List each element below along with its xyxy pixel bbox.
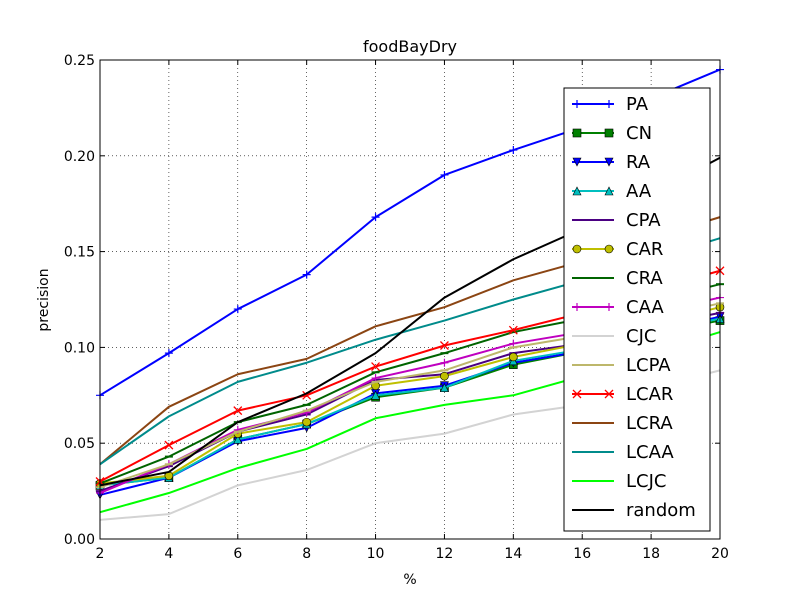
data-point <box>508 325 518 335</box>
data-point <box>233 434 243 444</box>
legend-label: random <box>626 500 696 521</box>
legend-label: LCAA <box>626 442 674 463</box>
data-point <box>572 157 582 167</box>
legend-entry: LCAR <box>572 384 673 405</box>
data-point <box>439 341 449 350</box>
y-tick-label: 0.00 <box>64 532 95 548</box>
data-point <box>302 417 311 427</box>
y-tick-label: 0.10 <box>64 340 95 356</box>
legend-label: LCAR <box>626 384 673 405</box>
legend-label: CPA <box>626 210 661 231</box>
y-axis-label: precision <box>36 268 52 331</box>
data-point <box>604 244 614 254</box>
legend-label: CAA <box>626 297 664 318</box>
x-tick-label: 8 <box>302 546 311 562</box>
legend-label: PA <box>626 94 649 115</box>
y-tick-label: 0.20 <box>64 149 95 165</box>
y-tick-label: 0.15 <box>64 245 95 261</box>
legend-entry: CRA <box>572 268 663 289</box>
data-point <box>573 100 581 108</box>
y-tick-label: 0.25 <box>64 53 95 69</box>
legend-label: LCRA <box>626 413 673 434</box>
data-point <box>572 389 582 399</box>
legend-entry: CPA <box>572 210 661 231</box>
data-point <box>509 146 518 155</box>
x-axis-label: % <box>403 572 416 588</box>
legend-entry: LCRA <box>572 413 673 434</box>
data-point <box>604 128 614 138</box>
x-tick-label: 14 <box>504 546 522 562</box>
legend-label: LCJC <box>626 471 666 492</box>
x-tick-label: 4 <box>164 546 173 562</box>
x-tick-label: 10 <box>367 546 385 562</box>
legend-entry: AA <box>572 181 652 202</box>
data-point <box>573 303 581 311</box>
data-point <box>572 186 582 196</box>
data-point <box>440 170 449 179</box>
data-point <box>440 371 449 381</box>
data-point <box>371 362 381 372</box>
chart-title: foodBayDry <box>363 37 457 56</box>
legend-label: AA <box>626 181 652 202</box>
data-point <box>509 339 518 348</box>
x-tick-label: 6 <box>233 546 242 562</box>
data-point <box>371 374 380 383</box>
data-point <box>604 157 614 167</box>
data-point <box>509 352 518 362</box>
data-point <box>439 382 449 392</box>
legend: PA CN RA AA CPA CAR CRA CAA CJC LCPA LCAR LCRA LCAA L… <box>563 87 711 532</box>
x-tick-label: 18 <box>642 546 660 562</box>
data-point <box>605 100 613 108</box>
x-tick-label: 16 <box>573 546 591 562</box>
legend-label: RA <box>626 152 651 173</box>
legend-entry: LCAA <box>572 442 674 463</box>
legend-entry: random <box>572 500 696 521</box>
data-point <box>604 389 614 399</box>
legend-label: CRA <box>626 268 663 289</box>
data-point <box>302 270 311 279</box>
data-point <box>605 303 613 311</box>
x-tick-label: 20 <box>711 546 729 562</box>
data-point <box>233 406 243 416</box>
data-point <box>371 390 381 400</box>
legend-entry: PA <box>572 94 649 115</box>
legend-entry: CAA <box>572 297 664 318</box>
legend-entry: RA <box>572 152 651 173</box>
legend-entry: LCJC <box>572 471 666 492</box>
axis-ticks: 2 4 6 8 10 12 14 16 18 20 0.00 0.05 0.10 0.15 0.20 0.25 <box>64 53 729 562</box>
y-tick-label: 0.05 <box>64 436 95 452</box>
data-point <box>572 128 582 138</box>
data-point <box>164 440 174 450</box>
plot-frame <box>99 59 721 540</box>
x-tick-label: 12 <box>436 546 454 562</box>
legend-label: CAR <box>626 239 663 260</box>
legend-entry: CAR <box>572 239 663 260</box>
data-point <box>164 349 173 358</box>
legend-label: CN <box>626 123 652 144</box>
data-point <box>572 244 582 254</box>
legend-entry: CN <box>572 123 652 144</box>
legend-label: CJC <box>626 326 656 347</box>
legend-label: LCPA <box>626 355 671 376</box>
x-tick-label: 2 <box>96 546 105 562</box>
data-point <box>440 358 449 367</box>
data-point <box>371 213 380 222</box>
data-point <box>233 305 242 314</box>
legend-entry: CJC <box>572 326 656 347</box>
legend-entry: LCPA <box>572 355 671 376</box>
data-point <box>604 186 614 196</box>
